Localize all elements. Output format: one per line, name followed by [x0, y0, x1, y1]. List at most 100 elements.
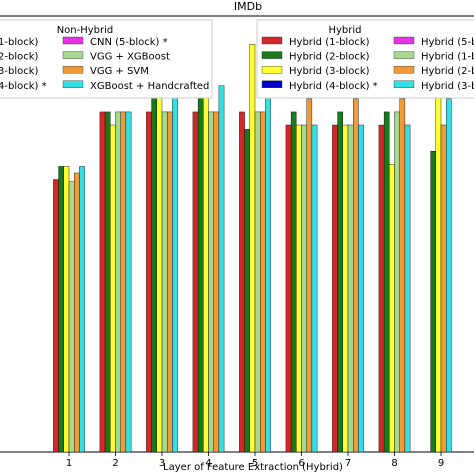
x-axis-label: Layer of Feature Extraction (Hybrid)	[163, 462, 343, 473]
bar-1-4	[68, 181, 75, 453]
legend-swatch	[62, 51, 84, 59]
bar-5-4	[254, 111, 261, 453]
bar-2-4	[115, 111, 121, 453]
legend-non-hybrid: Non-Hybrid 1-block) 2-block) 3-block) 4-blo…	[0, 19, 213, 99]
bar-6-5	[306, 98, 313, 453]
bar-3-2	[151, 85, 158, 453]
bar-9-3	[440, 124, 447, 453]
bar-3-3	[156, 68, 163, 453]
legend-label: VGG + SVM	[90, 66, 149, 77]
x-tick-label-6: 6	[298, 458, 304, 469]
legend-label: Hybrid (3-b	[421, 81, 474, 92]
legend-label: VGG + XGBoost	[90, 52, 170, 63]
bar-2-6	[125, 111, 132, 453]
x-tick-label-3: 3	[159, 458, 165, 469]
x-tick-label-7: 7	[345, 458, 351, 469]
x-tick-label-9: 9	[438, 458, 444, 469]
bar-2-3	[110, 124, 116, 453]
bar-3-4	[161, 111, 168, 453]
bar-4-3	[203, 68, 209, 453]
bar-6-3	[296, 124, 302, 453]
legend-swatch	[261, 36, 283, 45]
bar-5-6	[265, 68, 271, 453]
x-tick-label-5: 5	[252, 458, 258, 469]
legend-label: Hybrid (1-block)	[289, 37, 370, 48]
legend-label: 4-block) *	[0, 81, 47, 92]
legend-label: 1-block)	[0, 37, 39, 48]
bar-2-2	[104, 111, 111, 453]
bar-4-4	[208, 111, 214, 453]
bar-1-5	[73, 172, 80, 453]
bar-8-6	[404, 124, 411, 453]
bar-4-2	[197, 85, 204, 453]
bar-6-6	[311, 124, 318, 453]
bar-9-4	[446, 98, 452, 453]
bar-6-2	[290, 111, 297, 453]
bar-8-2	[383, 111, 390, 453]
legend-label: CNN (5-block) *	[90, 37, 168, 48]
bar-5-5	[260, 111, 266, 453]
legend-label: Hybrid (3-block)	[289, 66, 370, 77]
x-tick-label-1: 1	[66, 458, 72, 469]
legend-label: Hybrid (4-block) *	[289, 81, 378, 92]
x-ticks: 1 2 3 4 5 6 7 8 9	[66, 452, 444, 469]
legend-swatch	[261, 51, 283, 59]
legend-label: Hybrid (5-b	[421, 37, 474, 48]
bar-7-5	[353, 98, 359, 453]
bars-layer	[53, 44, 452, 453]
bar-8-3	[389, 164, 395, 453]
legend-swatch	[261, 65, 283, 74]
chart-title: IMDb	[234, 0, 262, 13]
legend-swatch	[393, 80, 415, 89]
x-tick-label-2: 2	[112, 458, 118, 469]
bar-1-2	[58, 166, 64, 453]
bar-5-1	[239, 111, 245, 453]
legend-swatch	[62, 80, 84, 89]
bar-6-4	[301, 124, 307, 453]
legend-swatch	[62, 65, 84, 74]
plot-frame	[0, 15, 474, 453]
bar-3-5	[166, 111, 173, 453]
bar-7-3	[342, 124, 349, 453]
legend-hybrid-title: Hybrid	[328, 25, 361, 36]
legend-label: 3-block)	[0, 66, 39, 77]
bar-9-1	[430, 150, 437, 453]
bar-1-3	[63, 166, 70, 453]
bar-2-5	[120, 111, 127, 453]
legend-label: 2-block)	[0, 52, 39, 63]
bar-4-5	[213, 111, 220, 453]
bar-3-6	[172, 85, 178, 453]
legend-non-hybrid-title: Non-Hybrid	[57, 25, 114, 36]
legend-swatch	[393, 36, 415, 45]
bar-9-2	[435, 85, 442, 453]
legend-hybrid: Hybrid Hybrid (1-block) Hybrid (2-block) H…	[256, 19, 474, 99]
legend-label: Hybrid (2-b	[421, 66, 474, 77]
legend-label: XGBoost + Handcrafted	[90, 81, 209, 92]
bar-4-1	[192, 111, 199, 453]
bar-2-1	[99, 111, 106, 453]
bar-7-1	[332, 124, 338, 453]
legend-non-hybrid-box	[0, 19, 213, 99]
bar-7-4	[347, 124, 354, 453]
bar-8-1	[378, 124, 385, 453]
bar-8-5	[399, 98, 406, 453]
bar-6-1	[285, 124, 292, 453]
legend-swatch	[393, 51, 415, 59]
legend-label: Hybrid (2-block)	[289, 52, 370, 63]
x-tick-label-8: 8	[391, 458, 397, 469]
legend-hybrid-box	[256, 19, 474, 99]
bar-5-2	[244, 129, 251, 453]
legend-swatch	[393, 65, 415, 74]
bar-5-3	[249, 44, 256, 453]
x-tick-label-4: 4	[205, 458, 211, 469]
bar-1-6	[79, 166, 85, 453]
legend-label: Hybrid (1-b	[421, 52, 474, 63]
bar-8-4	[394, 111, 400, 453]
legend-swatch	[62, 36, 84, 45]
bar-3-1	[146, 111, 152, 453]
legend-swatch	[261, 80, 283, 89]
bar-7-2	[337, 111, 344, 453]
bar-1-1	[53, 179, 59, 453]
bar-7-6	[358, 124, 364, 453]
